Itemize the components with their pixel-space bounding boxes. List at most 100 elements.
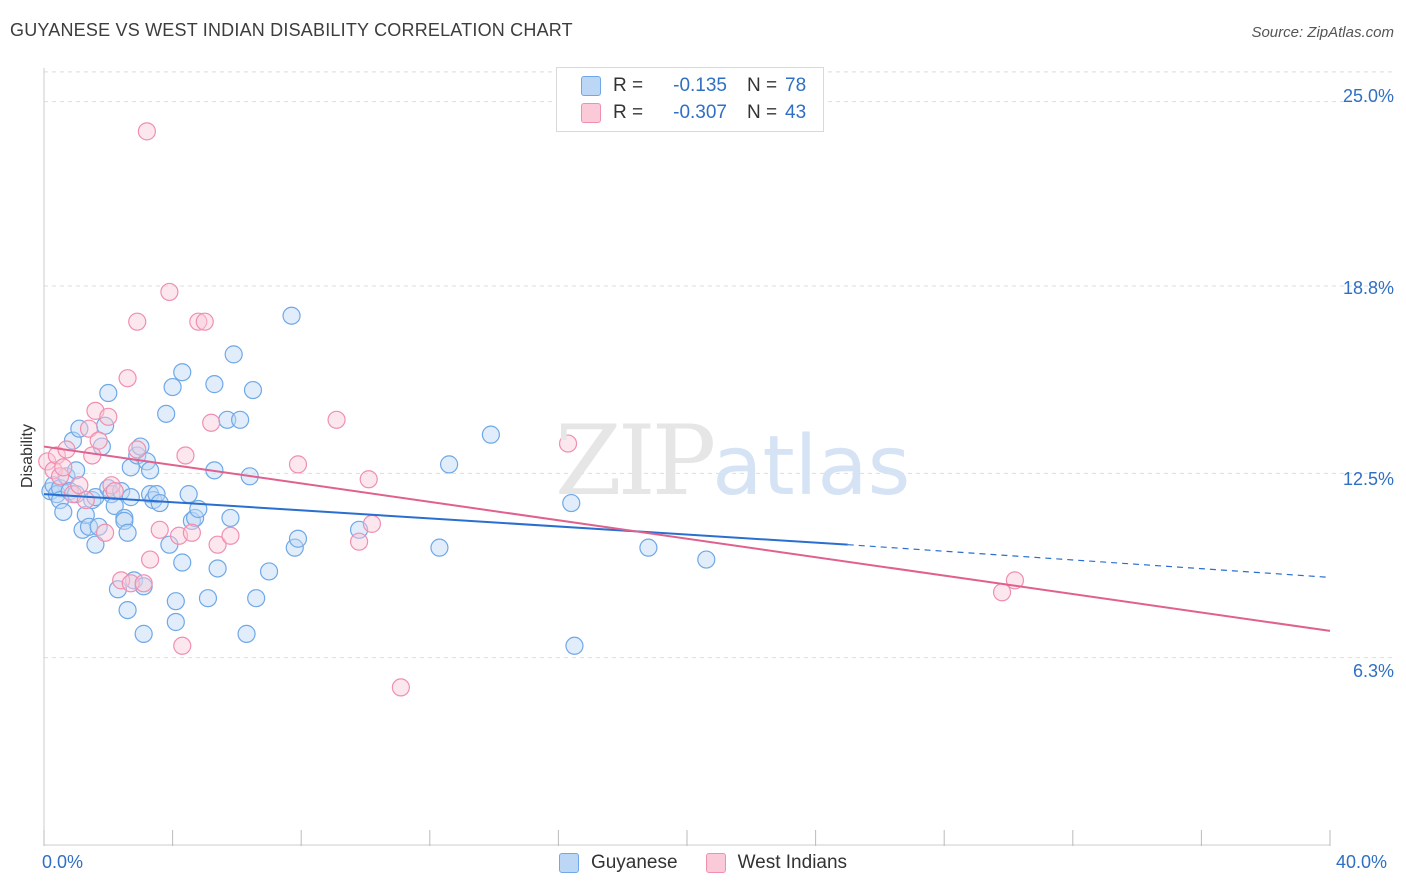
data-point-guyanese: [259, 562, 279, 581]
data-point-west-indians: [160, 282, 179, 302]
data-point-guyanese: [70, 419, 89, 438]
data-point-guyanese: [118, 600, 137, 620]
data-point-guyanese: [140, 461, 160, 480]
data-point-west-indians: [391, 678, 410, 697]
data-point-guyanese: [179, 485, 198, 504]
y-tick-label: 12.5%: [1342, 469, 1394, 489]
data-point-guyanese: [430, 538, 449, 557]
trend-line-west-indians: [43, 445, 1331, 632]
data-point-west-indians: [221, 526, 240, 545]
data-point-guyanese: [231, 410, 250, 429]
data-point-guyanese: [118, 523, 137, 542]
data-point-guyanese: [481, 425, 500, 444]
data-point-west-indians: [359, 470, 378, 489]
legend-row-guyanese: R = -0.135 N = 78: [581, 73, 806, 99]
r-value: -0.307: [673, 102, 727, 123]
data-point-west-indians: [349, 532, 369, 551]
data-point-guyanese: [282, 306, 301, 325]
data-point-guyanese: [198, 589, 218, 608]
data-point-west-indians: [134, 574, 153, 593]
data-point-west-indians: [128, 440, 147, 459]
data-point-west-indians: [182, 523, 201, 542]
x-tick-label: 40.0%: [1336, 852, 1388, 872]
data-point-west-indians: [54, 458, 73, 477]
data-point-guyanese: [134, 624, 153, 643]
data-point-west-indians: [99, 407, 118, 426]
data-point-west-indians: [288, 455, 308, 474]
data-point-west-indians: [327, 410, 346, 429]
legend-label: Guyanese: [590, 852, 678, 873]
data-point-guyanese: [173, 553, 192, 572]
data-point-guyanese: [697, 550, 716, 569]
x-tick-label: 0.0%: [42, 852, 84, 872]
legend-bottom: Guyanese West Indians: [0, 852, 1406, 874]
legend-item-west-indians[interactable]: West Indians: [705, 852, 848, 874]
data-point-guyanese: [205, 375, 224, 394]
data-point-guyanese: [247, 589, 266, 608]
watermark: ZIPatlas: [555, 405, 910, 517]
data-point-guyanese: [79, 517, 99, 536]
y-tick-label: 6.3%: [1352, 661, 1394, 681]
trend-line-guyanese: [43, 493, 848, 546]
n-value: 43: [785, 102, 807, 123]
data-point-west-indians: [137, 122, 156, 141]
data-point-west-indians: [128, 312, 147, 331]
data-point-west-indians: [38, 452, 57, 471]
r-value: -0.135: [673, 75, 727, 96]
data-point-west-indians: [79, 419, 99, 438]
data-point-guyanese: [639, 538, 658, 557]
legend-swatch-west-indians: [705, 853, 726, 873]
watermark-zip: ZIP: [555, 405, 716, 517]
legend-row-west-indians: R = -0.307 N = 43: [581, 100, 806, 126]
trend-line-guyanese-extension: [847, 544, 1331, 578]
n-label: N =: [747, 102, 778, 123]
data-point-west-indians: [176, 446, 195, 465]
data-point-guyanese: [208, 559, 227, 578]
data-point-guyanese: [121, 488, 140, 507]
data-point-guyanese: [288, 529, 308, 548]
data-point-guyanese: [166, 612, 185, 632]
data-point-west-indians: [140, 550, 160, 569]
data-point-guyanese: [221, 508, 240, 528]
legend-label: West Indians: [737, 852, 848, 873]
data-point-guyanese: [163, 377, 182, 397]
n-label: N =: [747, 75, 778, 96]
y-tick-label: 25.0%: [1342, 86, 1394, 106]
axes: [43, 68, 1331, 846]
data-point-west-indians: [89, 431, 108, 450]
data-point-west-indians: [95, 523, 115, 542]
data-point-west-indians: [105, 482, 124, 501]
data-point-west-indians: [189, 312, 208, 331]
legend-swatch-guyanese: [558, 853, 579, 873]
legend-swatch-guyanese: [581, 76, 601, 96]
data-point-west-indians: [558, 434, 578, 453]
data-point-west-indians: [202, 413, 221, 432]
data-point-guyanese: [224, 345, 243, 364]
legend-item-guyanese[interactable]: Guyanese: [558, 852, 678, 874]
data-point-guyanese: [99, 383, 118, 403]
data-point-guyanese: [565, 636, 584, 655]
chart-source: Source: ZipAtlas.com: [1251, 24, 1394, 41]
r-label: R =: [613, 75, 644, 96]
data-point-west-indians: [76, 490, 95, 510]
data-point-guyanese: [237, 624, 256, 643]
grid-lines: [44, 71, 1394, 659]
data-point-guyanese: [562, 493, 581, 513]
data-point-guyanese: [54, 502, 73, 522]
series-west-indians: [38, 122, 1025, 697]
trend-lines: [43, 445, 1331, 632]
y-axis-label: Disability: [19, 423, 36, 489]
data-point-west-indians: [118, 369, 137, 388]
data-point-west-indians: [150, 520, 169, 539]
data-point-west-indians: [992, 583, 1012, 602]
watermark-atlas: atlas: [712, 419, 911, 514]
data-point-guyanese: [166, 592, 185, 611]
data-point-guyanese: [115, 511, 134, 530]
legend-stats: R = -0.135 N = 78 R = -0.307 N = 43: [556, 67, 824, 132]
data-point-guyanese: [86, 535, 105, 554]
data-point-west-indians: [208, 535, 227, 554]
data-point-guyanese: [243, 380, 263, 400]
r-label: R =: [613, 102, 644, 123]
data-point-west-indians: [121, 574, 140, 593]
